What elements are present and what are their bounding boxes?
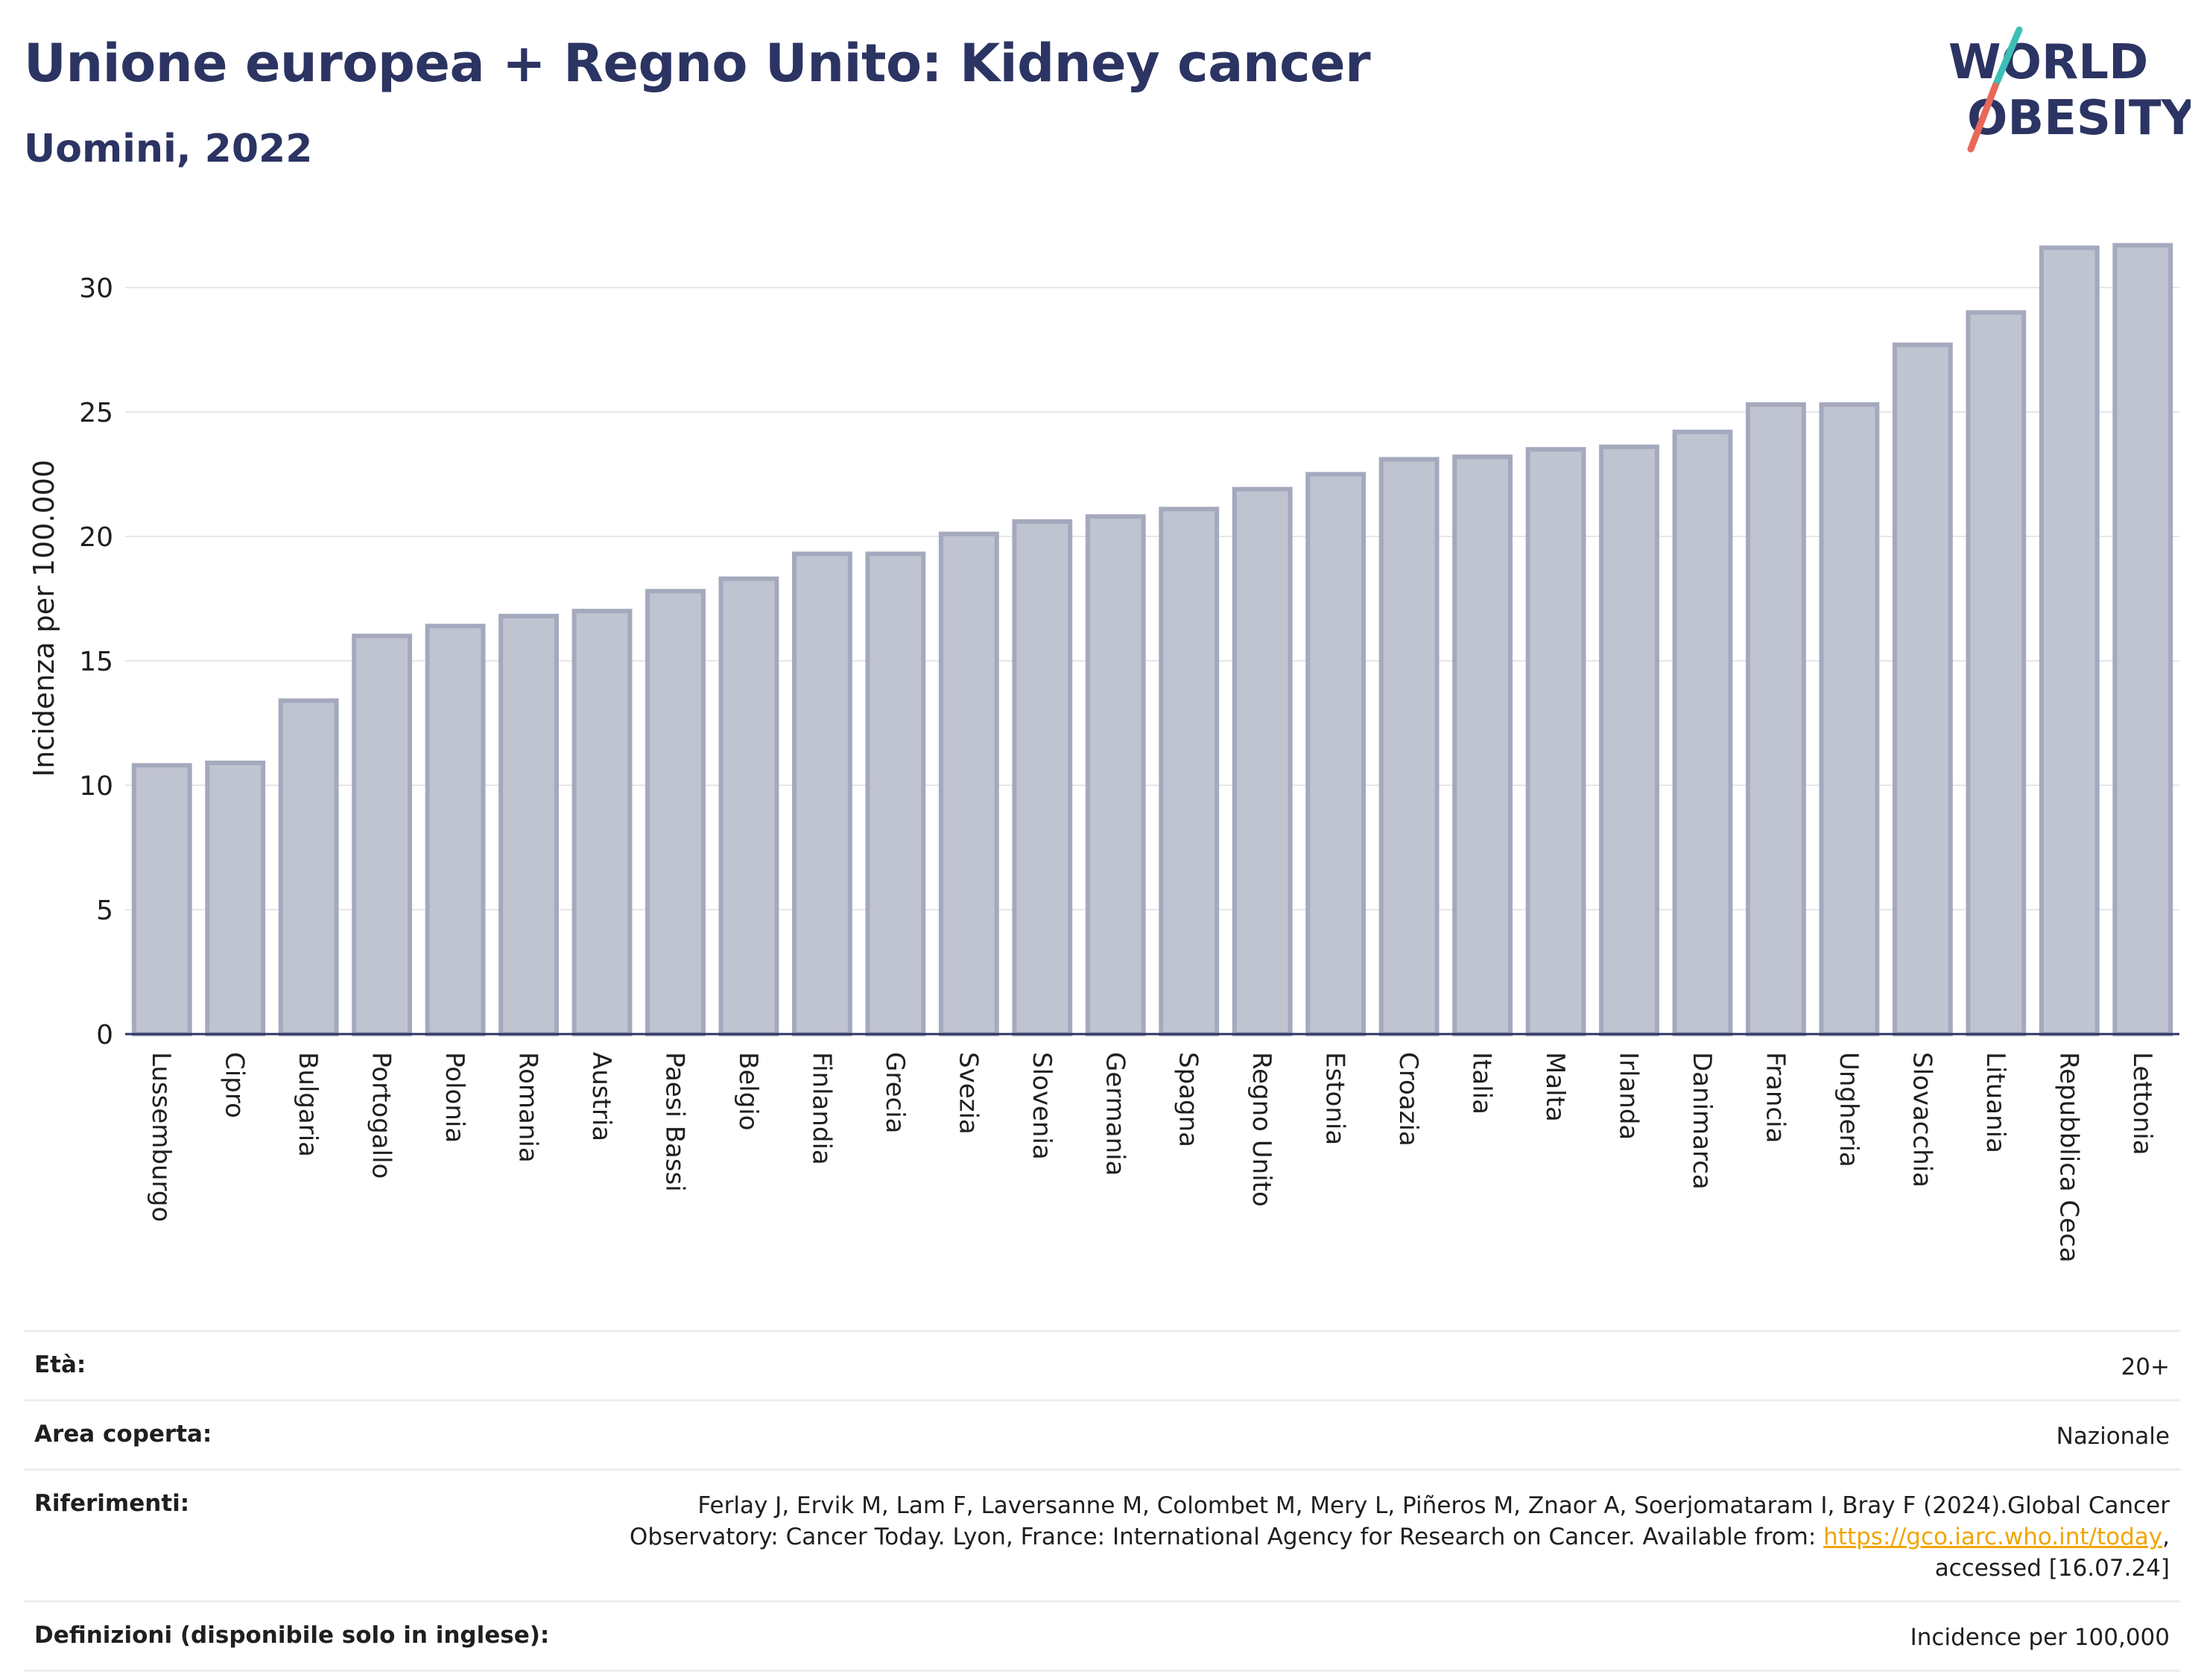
x-tick-label: Croazia: [1393, 1052, 1423, 1147]
x-tick-label: Romania: [513, 1052, 543, 1163]
x-tick-label: Germania: [1100, 1052, 1130, 1176]
x-axis: Lussemburgo Cipro Bulgaria Portogallo Poloni…: [125, 1033, 2179, 1263]
bar: [278, 698, 339, 1036]
bar: [1892, 342, 1953, 1036]
bar: [2039, 245, 2100, 1036]
bar: [1232, 486, 1293, 1036]
x-tick-label: Slovacchia: [1907, 1052, 1937, 1188]
bar: [1378, 457, 1440, 1036]
meta-row-age: Età: 20+: [24, 1330, 2180, 1399]
x-tick-label: Cipro: [220, 1052, 250, 1118]
references-line-1: Ferlay J, Ervik M, Lam F, Laversanne M, …: [697, 1492, 2170, 1519]
x-tick-label: Malta: [1540, 1052, 1570, 1122]
bar: [1746, 402, 1806, 1036]
meta-row-definitions: Definizioni (disponibile solo in inglese…: [24, 1600, 2180, 1672]
x-tick-label: Polonia: [440, 1052, 469, 1143]
bar: [131, 763, 192, 1037]
bar: [718, 576, 779, 1036]
definitions-label: Definizioni (disponibile solo in inglese…: [34, 1622, 550, 1649]
y-axis-label: Incidenza per 100.000: [28, 460, 60, 777]
area-label: Area coperta:: [34, 1421, 212, 1448]
bar: [1525, 447, 1586, 1036]
x-tick-label: Slovenia: [1027, 1052, 1057, 1160]
definitions-value: Incidence per 100,000: [1910, 1624, 2170, 1651]
bar: [352, 633, 413, 1036]
y-tick-label: 5: [96, 896, 113, 926]
x-tick-label: Austria: [586, 1052, 616, 1141]
bar: [498, 613, 559, 1036]
bar: [425, 624, 486, 1036]
bar: [205, 760, 266, 1036]
x-tick-label: Lettonia: [2127, 1052, 2157, 1156]
meta-row-area: Area coperta: Nazionale: [24, 1399, 2180, 1468]
page-subtitle: Uomini, 2022: [24, 127, 313, 171]
logo-text-world: WORLD: [1948, 35, 2148, 90]
bar: [571, 609, 633, 1036]
y-axis: 0 5 10 15 20 25 30: [79, 273, 113, 1050]
x-tick-label: Lituania: [1980, 1052, 2010, 1153]
meta-row-references: Riferimenti: Ferlay J, Ervik M, Lam F, L…: [24, 1468, 2180, 1600]
x-tick-label: Irlanda: [1614, 1052, 1644, 1140]
bar: [1599, 444, 1659, 1036]
area-value: Nazionale: [2056, 1423, 2170, 1450]
references-link[interactable]: https://gco.iarc.who.int/today: [1823, 1524, 2163, 1550]
x-tick-label: Svezia: [953, 1052, 983, 1135]
references-line-2-prefix: Observatory: Cancer Today. Lyon, France:…: [629, 1524, 1824, 1550]
x-tick-label: Estonia: [1320, 1052, 1350, 1145]
y-tick-label: 30: [79, 273, 113, 304]
y-tick-label: 0: [96, 1020, 113, 1050]
bar: [1819, 402, 1880, 1036]
references-line-3: accessed [16.07.24]: [1934, 1555, 2170, 1582]
logo-slash-coral: [1967, 82, 1999, 153]
x-tick-label: Grecia: [880, 1052, 910, 1133]
logo-slash-teal: [1992, 26, 2023, 89]
bar: [1305, 472, 1367, 1036]
bar-chart: 0 5 10 15 20 25 30 Lussemburgo Cipro Bulgaria Por…: [28, 243, 2179, 1263]
bar: [2112, 243, 2173, 1037]
world-obesity-logo: WORLD OBESITY: [1948, 26, 2191, 153]
x-tick-label: Italia: [1467, 1052, 1497, 1115]
bar: [1012, 519, 1073, 1036]
age-label: Età:: [34, 1351, 86, 1378]
y-tick-label: 25: [79, 398, 113, 428]
bar: [1159, 507, 1220, 1036]
logo-text-obesity: OBESITY: [1967, 91, 2191, 146]
bar: [791, 551, 852, 1036]
x-tick-label: Francia: [1760, 1052, 1790, 1143]
x-tick-label: Belgio: [733, 1052, 763, 1131]
bar: [1966, 310, 2027, 1036]
bar: [645, 589, 706, 1036]
y-tick-label: 15: [79, 647, 113, 677]
x-tick-label: Repubblica Ceca: [2053, 1052, 2083, 1263]
x-tick-label: Ungheria: [1834, 1052, 1863, 1167]
x-tick-label: Portogallo: [367, 1052, 396, 1179]
bars: [131, 243, 2173, 1037]
references-line-2-suffix: ,: [2162, 1524, 2170, 1550]
bar: [1672, 429, 1733, 1036]
x-tick-label: Bulgaria: [293, 1052, 323, 1157]
bar: [865, 551, 926, 1036]
y-tick-label: 10: [79, 771, 113, 802]
y-tick-label: 20: [79, 522, 113, 553]
age-value: 20+: [2121, 1354, 2170, 1381]
bar: [1452, 454, 1513, 1036]
x-tick-label: Paesi Bassi: [659, 1052, 689, 1192]
x-tick-label: Spagna: [1174, 1052, 1203, 1147]
x-tick-label: Regno Unito: [1247, 1052, 1276, 1207]
x-tick-label: Danimarca: [1687, 1052, 1717, 1190]
x-tick-label: Finlandia: [806, 1052, 836, 1165]
references-label: Riferimenti:: [34, 1490, 190, 1517]
metadata-table: Età: 20+ Area coperta: Nazionale Riferim…: [24, 1330, 2180, 1672]
references-value: Ferlay J, Ervik M, Lam F, Laversanne M, …: [630, 1490, 2170, 1584]
bar: [1085, 514, 1146, 1036]
x-tick-label: Lussemburgo: [146, 1052, 176, 1222]
bar: [938, 531, 999, 1036]
page-title: Unione europea + Regno Unito: Kidney can…: [24, 33, 1371, 94]
